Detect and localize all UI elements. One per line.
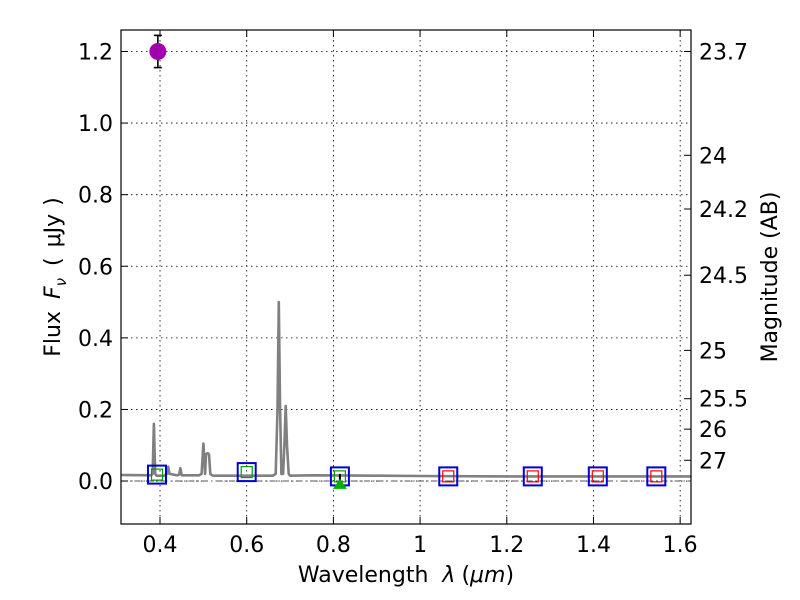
detection-point (149, 42, 167, 60)
x-axis-ticks: 0.4 0.6 0.8 1 1.2 1.4 1.6 (143, 30, 698, 558)
x-tick-label: 1.6 (663, 533, 698, 558)
magnitude-tick-label: 25.5 (699, 388, 748, 413)
magnitude-tick-label: 25 (699, 339, 727, 364)
axes-frame (120, 29, 692, 525)
y-tick-label: 0.2 (78, 398, 113, 423)
y-tick-label: 1.2 (78, 40, 113, 65)
photometry-inner-marker (650, 470, 663, 483)
x-tick-label: 0.8 (316, 533, 351, 558)
magnitude-axis-ticks: 23.7 24 24.2 24.5 25 25.5 26 27 (684, 40, 748, 474)
y-tick-label: 0.0 (78, 470, 113, 495)
x-tick-label: 0.6 (229, 533, 264, 558)
grid (121, 30, 691, 524)
photometry-inner-marker (526, 470, 539, 483)
model-spectrum-line (120, 300, 691, 478)
y-axis-title: FluxFν(μJy) (41, 197, 70, 356)
y-tick-label: 0.6 (78, 255, 113, 280)
x-tick-label: 1 (413, 533, 427, 558)
photometry-inner-marker (442, 470, 455, 483)
y-tick-label: 0.8 (78, 184, 113, 209)
x-axis-title: Wavelength λ (μm) (298, 563, 514, 588)
photometry-box (146, 464, 167, 485)
x-tick-label: 0.4 (143, 533, 178, 558)
x-tick-label: 1.2 (489, 533, 524, 558)
magnitude-tick-label: 27 (699, 449, 727, 474)
photometry-inner-marker (591, 470, 604, 483)
photometry-box (438, 466, 459, 487)
magnitude-tick-label: 24.2 (699, 198, 748, 223)
photometry-inner-marker (150, 468, 164, 481)
magnitude-tick-label: 26 (699, 418, 727, 443)
magnitude-tick-label: 24 (699, 144, 727, 169)
y-tick-label: 1.0 (78, 112, 113, 137)
photometry-box (646, 466, 667, 487)
photometry-box (587, 466, 608, 487)
y-tick-label: 0.4 (78, 327, 113, 352)
magnitude-tick-label: 24.5 (699, 264, 748, 289)
x-tick-label: 1.4 (576, 533, 611, 558)
y-axis-ticks: 0.0 0.2 0.4 0.6 0.8 1.0 1.2 (78, 40, 128, 495)
magnitude-tick-label: 23.7 (699, 40, 748, 65)
photometry-inner-marker (240, 465, 253, 479)
plot-area (120, 34, 691, 489)
upper-limit-marker (332, 478, 347, 489)
photometry-box (236, 462, 257, 483)
photometry-box (522, 466, 543, 487)
magnitude-axis-title: Magnitude (AB) (758, 192, 783, 363)
